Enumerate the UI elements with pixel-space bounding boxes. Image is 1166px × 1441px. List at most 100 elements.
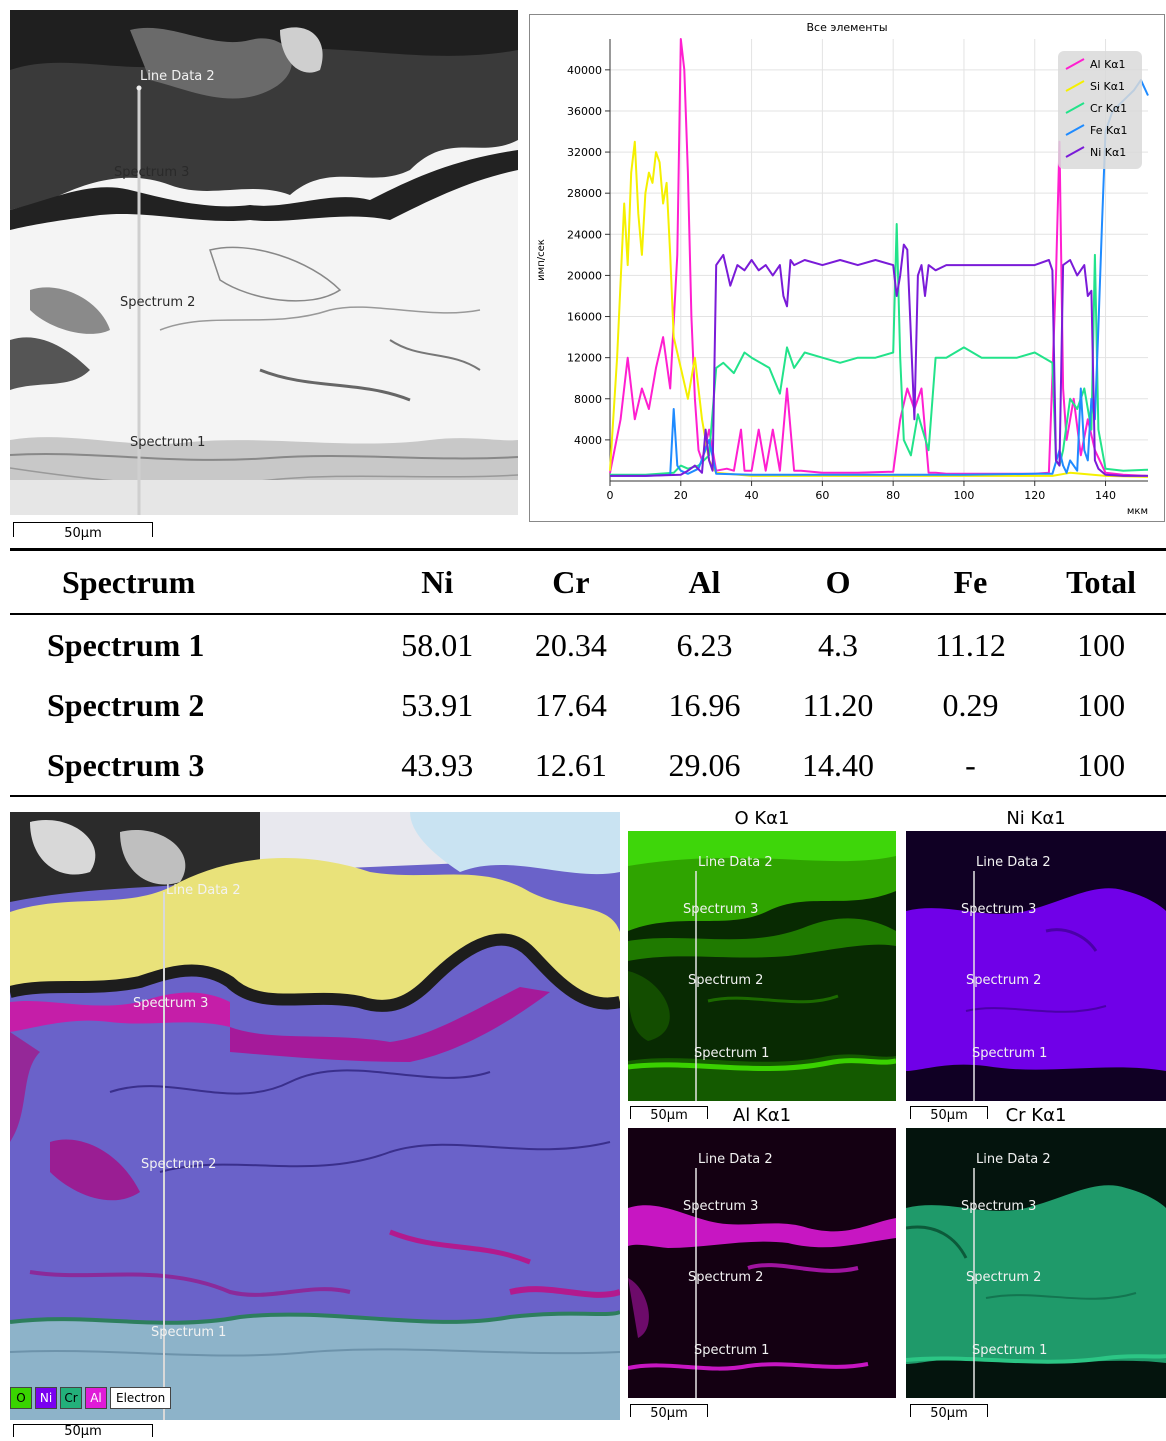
o-element-map: Line Data 2 Spectrum 3 Spectrum 2 Spectr… [628,831,896,1101]
x-axis-label: мкм [1127,506,1148,517]
row-label: Spectrum 2 [47,686,205,723]
o-line-label: Line Data 2 [698,855,773,870]
cell-ni: 58.01 [401,626,474,663]
sem-scale-bar: 50µm [13,522,153,541]
y-tick-label: 16000 [567,311,602,324]
cr-line-label: Line Data 2 [976,1152,1051,1167]
composition-table: Spectrum Ni Cr Al O Fe Total Spectrum 1 … [10,548,1166,797]
legend-label: Si Kα1 [1090,80,1125,93]
cell-fe: 0.29 [942,686,999,723]
composite-spectrum-3-label: Spectrum 3 [133,996,208,1011]
ni-scale-bar: 50µm [910,1106,988,1123]
x-tick-label: 40 [745,489,759,502]
composite-scale-bar: 50µm [13,1424,153,1439]
o-scale-label: 50µm [650,1108,688,1123]
legend-cr: Cr [60,1387,82,1409]
composite-spectrum-1-label: Spectrum 1 [151,1325,226,1340]
series-line-ni [610,243,1148,477]
cell-fe: - [904,735,1037,797]
x-tick-label: 140 [1095,489,1116,502]
line-scan-chart: Все элементы 4000 8000 12000 16000 20000 2400… [529,14,1165,522]
cell-o: 14.40 [771,735,905,797]
x-tick-label: 80 [886,489,900,502]
o-map-title: O Kα1 [734,808,790,829]
ni-line-label: Line Data 2 [976,855,1051,870]
series-line-si [609,140,1149,478]
x-tick-label: 0 [607,489,614,502]
legend-swatch [1065,124,1085,136]
x-tick-label: 120 [1024,489,1045,502]
y-tick-label: 28000 [567,187,602,200]
legend-label: Ni Kα1 [1090,146,1126,159]
header-fe: Fe [904,548,1037,615]
cell-al: 6.23 [676,626,733,663]
ni-scale-label: 50µm [930,1108,968,1123]
row-label: Spectrum 3 [10,735,371,797]
legend-ni: Ni [35,1387,57,1409]
ni-element-map: Line Data 2 Spectrum 3 Spectrum 2 Spectr… [906,831,1166,1101]
x-tick-label: 60 [815,489,829,502]
legend-electron: Electron [110,1387,172,1409]
header-total: Total [1036,548,1166,615]
cell-o: 4.3 [818,626,859,663]
sem-scale-label: 50µm [64,526,102,541]
y-tick-label: 20000 [567,269,602,282]
cell-cr: 12.61 [504,735,638,797]
y-tick-label: 40000 [567,64,602,77]
legend-label: Cr Kα1 [1090,102,1127,115]
cell-ni: 43.93 [370,735,505,797]
sem-electron-image: Line Data 2 Spectrum 3 Spectrum 2 Spectr… [10,10,518,515]
header-al: Al [637,548,772,615]
row-label: Spectrum 1 [47,626,205,663]
legend-swatch [1065,102,1085,114]
y-tick-label: 32000 [567,146,602,159]
legend-swatch [1065,80,1085,92]
composite-scale-label: 50µm [64,1424,102,1439]
header-ni: Ni [370,548,505,615]
al-spectrum-3-label: Spectrum 3 [683,1199,758,1214]
cell-total: 100 [1077,626,1126,663]
cr-scale-label: 50µm [930,1406,968,1421]
composite-spectrum-2-label: Spectrum 2 [141,1157,216,1172]
ni-spectrum-2-label: Spectrum 2 [966,973,1041,988]
al-scale-bar: 50µm [630,1404,708,1421]
legend-swatch [1065,58,1085,70]
ni-spectrum-1-label: Spectrum 1 [972,1046,1047,1061]
series-line-cr [610,223,1149,476]
sem-line-label: Line Data 2 [140,69,215,84]
sem-spectrum-2-label: Spectrum 2 [120,295,195,310]
y-tick-label: 8000 [574,393,602,406]
o-spectrum-2-label: Spectrum 2 [688,973,763,988]
chart-title: Все элементы [806,21,888,34]
cell-o: 11.20 [802,686,874,723]
ni-map-title: Ni Kα1 [1006,808,1066,829]
cr-spectrum-1-label: Spectrum 1 [972,1343,1047,1358]
legend-label: Fe Kα1 [1090,124,1127,137]
al-line-label: Line Data 2 [698,1152,773,1167]
table-row: Spectrum 2 53.91 17.64 16.96 11.20 0.29 … [10,675,1166,735]
y-axis-label: имп/сек [536,239,547,281]
legend-box [1058,51,1142,169]
cell-total: 100 [1077,686,1126,723]
header-spectrum: Spectrum [10,548,371,615]
table-row: Spectrum 1 58.01 20.34 6.23 4.3 11.12 10… [10,614,1166,675]
header-cr: Cr [504,548,638,615]
cr-spectrum-3-label: Spectrum 3 [961,1199,1036,1214]
sem-spectrum-3-label: Spectrum 3 [114,165,189,180]
x-tick-label: 20 [674,489,688,502]
ni-spectrum-3-label: Spectrum 3 [961,902,1036,917]
al-scale-label: 50µm [650,1406,688,1421]
composite-eds-map: Line Data 2 Spectrum 3 Spectrum 2 Spectr… [10,812,620,1420]
cell-ni: 53.91 [401,686,474,723]
cell-fe: 11.12 [935,626,1006,663]
al-spectrum-2-label: Spectrum 2 [688,1270,763,1285]
cr-element-map: Line Data 2 Spectrum 3 Spectrum 2 Spectr… [906,1128,1166,1398]
composite-legend: O Ni Cr Al Electron [10,1387,172,1409]
al-element-map: Line Data 2 Spectrum 3 Spectrum 2 Spectr… [628,1128,896,1398]
chart-plot: 4000 8000 12000 16000 20000 24000 28000 32000 36… [536,38,1149,517]
y-tick-label: 4000 [574,434,602,447]
x-tick-label: 100 [953,489,974,502]
legend-o: O [10,1387,32,1409]
header-o: O [771,548,905,615]
y-tick-label: 36000 [567,105,602,118]
